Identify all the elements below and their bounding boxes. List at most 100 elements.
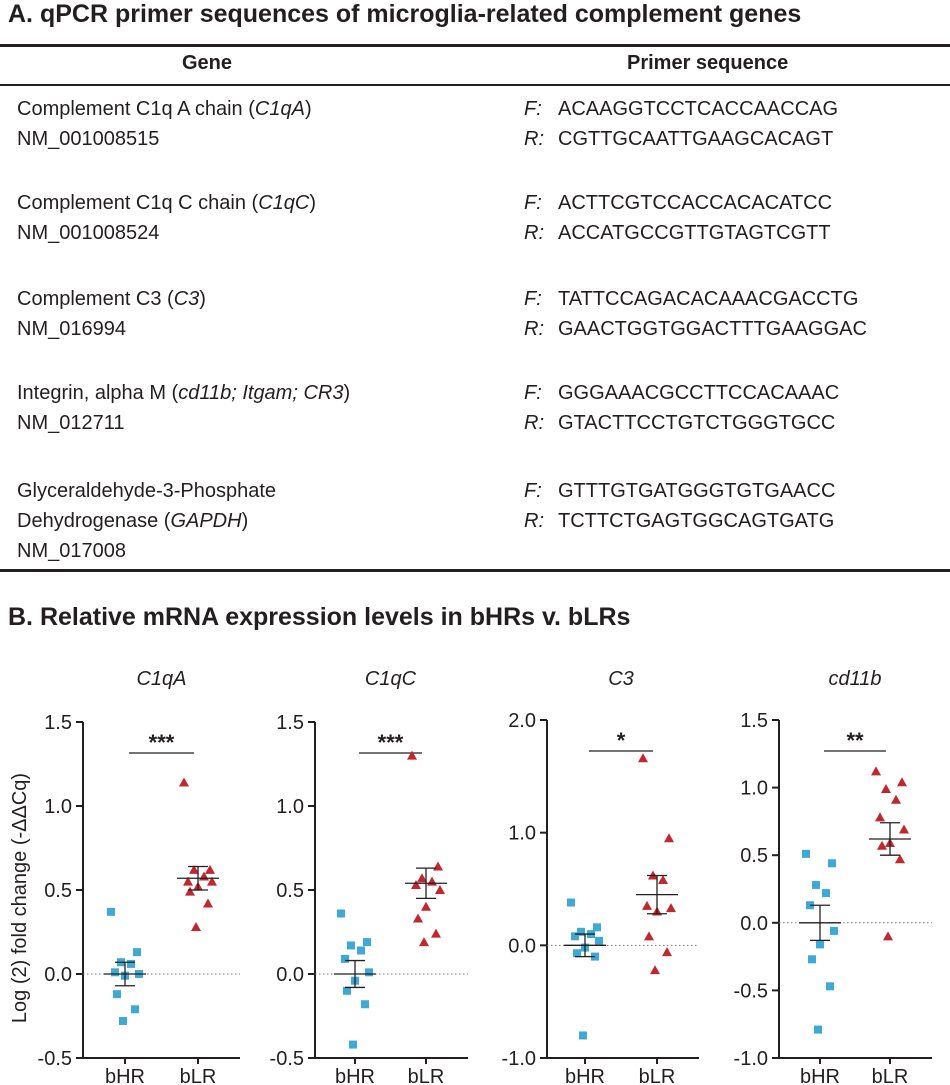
chart-c1qc: C1qC -0.5 0.0 0.5 1.0 1.5 bHR bLR ***	[270, 668, 468, 1085]
data-point-blr	[417, 873, 427, 883]
data-point-blr	[666, 903, 676, 913]
y-tick-label: -1.0	[502, 1048, 536, 1070]
data-point-bhr	[802, 849, 810, 858]
y-tick-label: 0.0	[740, 913, 768, 935]
reverse-primer: R: TCTTCTGAGTGGCAGTGATG	[524, 510, 835, 532]
accession-number: NM_001008524	[17, 222, 160, 244]
primer-cell: F: ACAAGGTCCTCACCAACCAG R: CGTTGCAATTGAAGC…	[524, 94, 838, 154]
significance-label: *	[617, 728, 626, 753]
gene-cell: Complement C3 (C3) NM_016994	[17, 284, 206, 344]
data-point-blr	[427, 876, 437, 886]
gene-cell: Complement C1q A chain (C1qA) NM_0010085…	[17, 94, 312, 154]
data-point-bhr	[113, 990, 121, 999]
data-point-blr	[179, 777, 189, 787]
forward-primer: F: ACTTCGTCCACCACACATCC	[524, 192, 833, 214]
data-point-bhr	[347, 941, 355, 950]
data-point-blr	[877, 840, 887, 850]
data-point-blr	[891, 794, 901, 804]
data-point-bhr	[830, 926, 838, 935]
y-tick-label: 0.5	[276, 880, 304, 902]
data-point-bhr	[107, 907, 115, 916]
x-tick-label: bLR	[180, 1066, 217, 1085]
data-point-blr	[871, 766, 881, 776]
reverse-primer: R: GAACTGGTGGACTTTGAAGGAC	[524, 318, 867, 340]
data-point-bhr	[808, 955, 816, 964]
data-point-blr	[435, 885, 445, 894]
reverse-primer: R: ACCATGCCGTTGTAGTCGTT	[524, 222, 831, 244]
primer-cell: F: GGGAAACGCCTTCCACAAAC R: GTACTTCCTGTCTGG…	[524, 378, 839, 438]
x-tick-label: bLR	[408, 1066, 445, 1085]
y-tick-label: 0.5	[740, 845, 768, 867]
data-point-bhr	[812, 880, 820, 889]
chart-title: C3	[608, 668, 634, 690]
gene-cell: Integrin, alpha M (cd11b; Itgam; CR3) NM…	[17, 378, 350, 438]
gene-name-line1: Glyceraldehyde-3-Phosphate	[17, 480, 277, 502]
data-point-blr	[638, 753, 648, 763]
y-tick-label: 1.0	[276, 796, 304, 818]
gene-name: Complement C1q C chain (C1qC)	[17, 192, 317, 214]
data-point-bhr	[571, 932, 579, 941]
accession-number: NM_016994	[17, 318, 126, 340]
data-point-bhr	[363, 938, 371, 947]
y-tick-label: 2.0	[508, 710, 536, 732]
y-tick-label: 1.0	[508, 823, 536, 845]
reverse-primer: R: GTACTTCCTGTCTGGGTGCC	[524, 412, 836, 434]
data-point-bhr	[357, 946, 365, 955]
data-point-bhr	[131, 1005, 139, 1014]
significance-label: ***	[149, 730, 175, 755]
accession-number: NM_001008515	[17, 128, 160, 150]
data-point-bhr	[365, 968, 373, 977]
gene-name: Dehydrogenase (GAPDH)	[17, 510, 249, 532]
data-point-bhr	[343, 986, 351, 995]
data-point-blr	[411, 879, 421, 889]
primer-cell: F: ACTTCGTCCACCACACATCC R: ACCATGCCGTTGTAG…	[524, 188, 832, 248]
y-tick-label: 1.0	[740, 778, 768, 800]
data-point-blr	[203, 898, 213, 908]
data-point-blr	[658, 874, 668, 884]
forward-primer: F: TATTCCAGACACAAACGACCTG	[524, 288, 859, 310]
data-point-blr	[895, 854, 905, 864]
data-point-blr	[881, 783, 891, 793]
y-tick-label: 1.5	[740, 710, 768, 732]
data-point-blr	[642, 900, 652, 910]
y-tick-label: 1.5	[44, 712, 72, 734]
gene-cell: Glyceraldehyde-3-Phosphate Dehydrogenase…	[17, 476, 276, 566]
data-point-blr	[650, 965, 660, 975]
chart-title: cd11b	[828, 668, 881, 690]
data-point-blr	[413, 913, 423, 923]
x-tick-label: bLR	[872, 1066, 909, 1085]
y-tick-label: -0.5	[38, 1048, 72, 1070]
data-point-blr	[897, 777, 907, 787]
y-tick-label: 1.5	[276, 712, 304, 734]
y-tick-label: -0.5	[734, 980, 768, 1002]
chart-cd11b: cd11b -1.0 -0.5 0.0 0.5 1.0 1.5 bHR bLR **	[734, 668, 932, 1085]
data-point-blr	[191, 921, 201, 931]
forward-primer: F: GGGAAACGCCTTCCACAAAC	[524, 382, 840, 404]
data-point-blr	[433, 861, 443, 871]
table-top-rule	[0, 44, 950, 47]
gene-cell: Complement C1q C chain (C1qC) NM_0010085…	[17, 188, 316, 248]
x-tick-label: bLR	[639, 1066, 676, 1085]
significance-label: **	[846, 728, 864, 753]
expression-charts: Log (2) fold change (-ΔΔCq) C1qA -0.5 0.0 0.…	[9, 668, 932, 1085]
chart-c3: C3 -1.0 0.0 1.0 2.0 bHR bLR *	[502, 668, 699, 1085]
panel-a-title: A. qPCR primer sequences of microglia-re…	[8, 0, 802, 28]
data-point-bhr	[349, 1040, 357, 1049]
chart-title: C1qC	[365, 668, 417, 690]
data-point-bhr	[337, 909, 345, 918]
data-point-bhr	[341, 954, 349, 963]
data-point-blr	[189, 864, 199, 874]
data-point-bhr	[133, 948, 141, 957]
data-point-bhr	[577, 927, 585, 936]
gene-name: Complement C1q A chain (C1qA)	[17, 98, 312, 120]
primer-cell: F: GTTTGTGATGGGTGTGAACC R: TCTTCTGAGTGGCAG…	[524, 476, 835, 536]
x-tick-label: bHR	[335, 1066, 375, 1085]
y-tick-label: -1.0	[734, 1048, 768, 1070]
y-tick-label: 0.0	[276, 964, 304, 986]
forward-primer: F: ACAAGGTCCTCACCAACCAG	[524, 98, 839, 120]
data-point-blr	[185, 886, 195, 896]
data-point-bhr	[816, 940, 824, 949]
x-tick-label: bHR	[565, 1066, 605, 1085]
y-tick-label: 1.0	[44, 796, 72, 818]
data-point-blr	[644, 931, 654, 941]
